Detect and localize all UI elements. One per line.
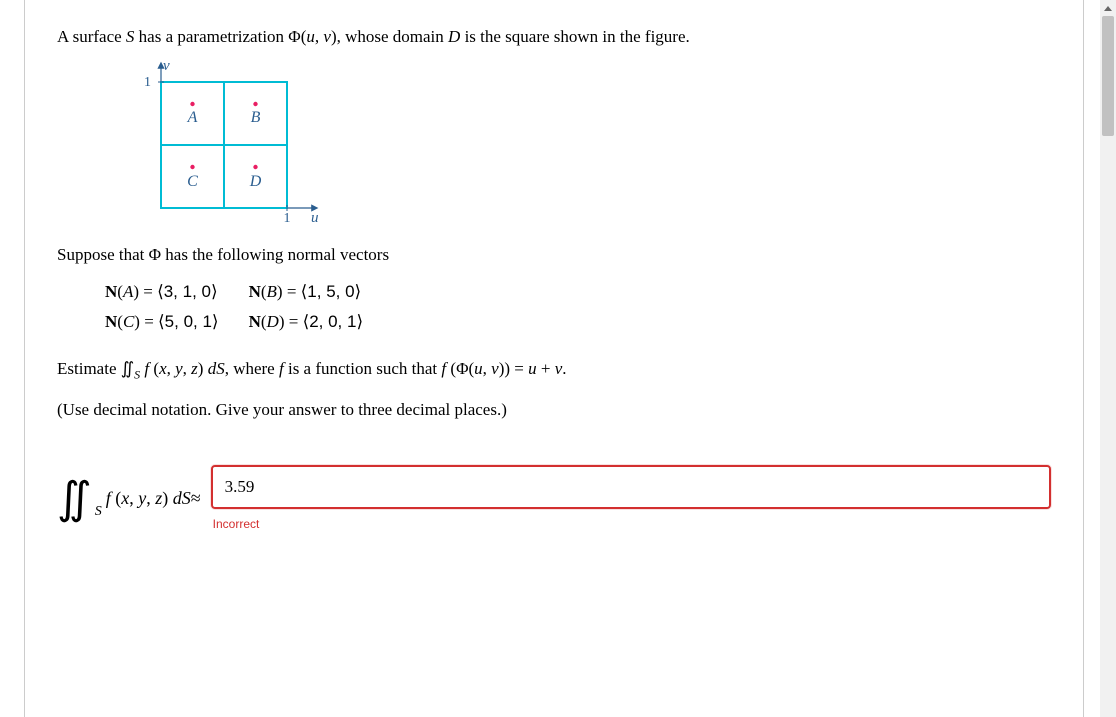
text: A surface: [57, 27, 126, 46]
vec-NA: N(A) = ⟨3, 1, 0⟩: [105, 279, 249, 309]
label-A: A: [187, 109, 198, 126]
vectors-table: N(A) = ⟨3, 1, 0⟩ N(B) = ⟨1, 5, 0⟩ N(C) =…: [105, 279, 393, 338]
label-v: v: [163, 58, 170, 74]
answer-input[interactable]: [211, 465, 1051, 509]
estimate-line: Estimate ∬S f (x, y, z) dS, where f is a…: [57, 356, 1051, 383]
label-C: C: [187, 173, 198, 190]
vec-NC: N(C) = ⟨5, 0, 1⟩: [105, 309, 249, 339]
scrollbar-track[interactable]: [1100, 0, 1116, 717]
scroll-thumb[interactable]: [1102, 16, 1114, 136]
feedback-label: Incorrect: [213, 515, 1051, 533]
var-u: u: [306, 27, 315, 46]
vec-NB: N(B) = ⟨1, 5, 0⟩: [249, 279, 394, 309]
page-root: A surface S has a parametrization Φ(u, v…: [0, 0, 1116, 717]
domain-figure: A B C D v u 1 1: [131, 58, 1051, 228]
prompt-line-2: Suppose that Φ has the following normal …: [57, 242, 1051, 268]
label-u: u: [311, 210, 319, 226]
scroll-up-button[interactable]: [1100, 0, 1116, 16]
answer-box-wrap: Incorrect: [211, 465, 1051, 533]
label-D: D: [249, 173, 262, 190]
text: ), whose domain: [331, 27, 448, 46]
label-B: B: [251, 109, 261, 126]
text: is the square shown in the figure.: [460, 27, 689, 46]
content-frame: A surface S has a parametrization Φ(u, v…: [24, 0, 1084, 717]
vec-ND: N(D) = ⟨2, 0, 1⟩: [249, 309, 394, 339]
answer-row: ∬S f (x, y, z) dS ≈ Incorrect: [57, 465, 1051, 533]
approx-symbol: ≈: [191, 485, 201, 512]
normal-vectors: N(A) = ⟨3, 1, 0⟩ N(B) = ⟨1, 5, 0⟩ N(C) =…: [105, 279, 1051, 338]
var-v: v: [323, 27, 331, 46]
question-content: A surface S has a parametrization Φ(u, v…: [25, 0, 1083, 557]
text: has a parametrization Φ(: [134, 27, 306, 46]
square-figure-svg: A B C D v u 1 1: [131, 58, 321, 228]
label-1x: 1: [284, 211, 291, 226]
var-D: D: [448, 27, 460, 46]
prompt-line-1: A surface S has a parametrization Φ(u, v…: [57, 24, 1051, 50]
hint-line: (Use decimal notation. Give your answer …: [57, 397, 1051, 423]
integral-expression: ∬S f (x, y, z) dS ≈: [57, 477, 201, 521]
label-1y: 1: [144, 75, 151, 90]
